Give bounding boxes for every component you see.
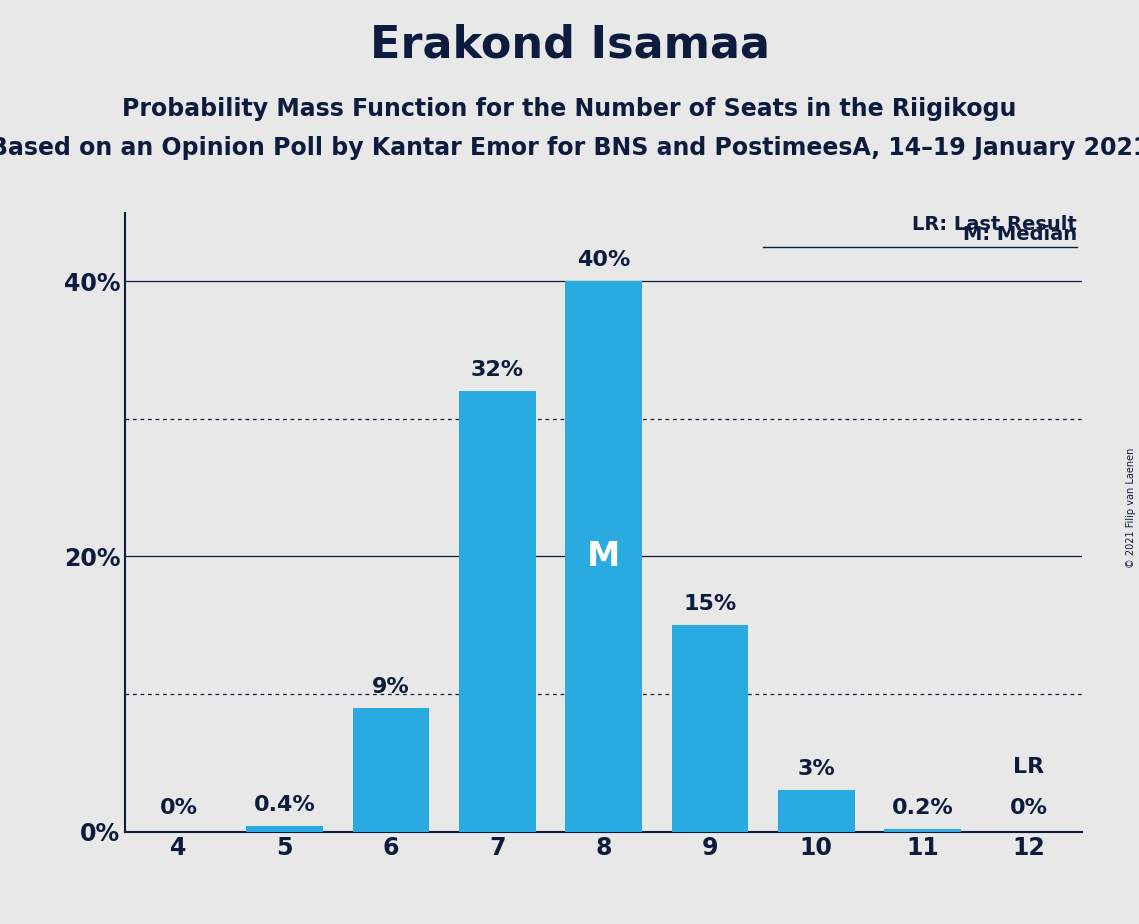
Text: 0.4%: 0.4% <box>254 795 316 815</box>
Bar <box>246 826 323 832</box>
Bar <box>778 790 854 832</box>
Text: M: M <box>587 540 621 573</box>
Text: 3%: 3% <box>797 760 835 779</box>
Text: M: Median: M: Median <box>962 225 1076 244</box>
Text: © 2021 Filip van Laenen: © 2021 Filip van Laenen <box>1126 448 1136 568</box>
Text: 9%: 9% <box>372 676 410 697</box>
Text: 0%: 0% <box>159 797 197 818</box>
Text: 0.2%: 0.2% <box>892 797 953 818</box>
Text: 15%: 15% <box>683 594 737 614</box>
Text: Probability Mass Function for the Number of Seats in the Riigikogu: Probability Mass Function for the Number… <box>122 97 1017 121</box>
Text: Erakond Isamaa: Erakond Isamaa <box>369 23 770 67</box>
Text: LR: LR <box>1014 757 1044 776</box>
Bar <box>353 708 429 832</box>
Text: LR: Last Result: LR: Last Result <box>912 215 1076 235</box>
Bar <box>459 392 535 832</box>
Text: 32%: 32% <box>470 360 524 381</box>
Text: 40%: 40% <box>577 250 630 271</box>
Bar <box>672 626 748 832</box>
Bar <box>884 829 961 832</box>
Bar <box>565 281 642 832</box>
Text: 0%: 0% <box>1010 797 1048 818</box>
Text: Based on an Opinion Poll by Kantar Emor for BNS and PostimeesA, 14–19 January 20: Based on an Opinion Poll by Kantar Emor … <box>0 136 1139 160</box>
